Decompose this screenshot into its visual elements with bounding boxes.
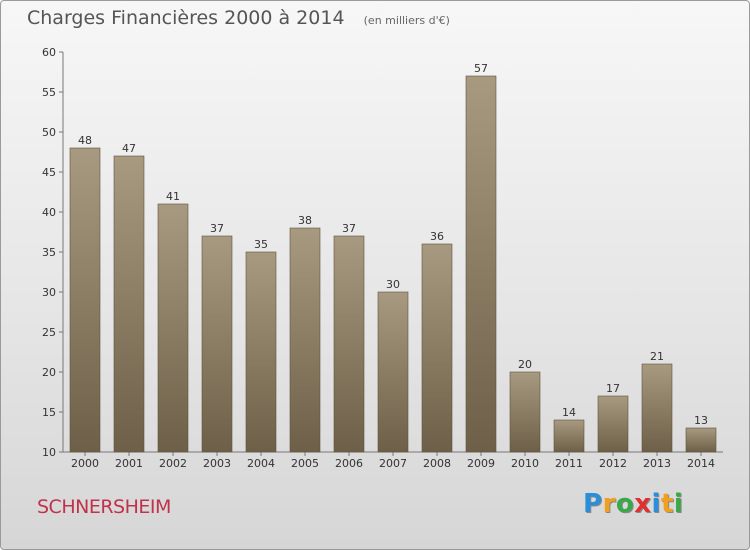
y-tick-label: 55 [42,86,56,99]
x-tick-label: 2008 [423,457,451,470]
bar-value-label: 47 [122,142,136,155]
logo-letter: i [673,489,684,519]
bar [553,419,585,453]
bar-value-label: 35 [254,238,268,251]
unit-label: (en milliers d'€) [363,14,450,27]
y-tick-label: 10 [42,446,56,459]
logo-letter: t [660,489,674,519]
bar [465,75,497,453]
bar [377,291,409,453]
x-tick-label: 2010 [511,457,539,470]
x-tick-label: 2013 [643,457,671,470]
bar-value-label: 13 [694,414,708,427]
bar [201,235,233,453]
bars: 48 47 41 37 35 38 37 30 36 57 20 14 17 21 13 [69,62,717,453]
proxiti-logo: Proxiti [583,489,683,519]
logo-letter: o [615,489,635,519]
chart-title: Charges Financières 2000 à 2014 [27,7,345,29]
x-tick-label: 2011 [555,457,583,470]
bar [421,243,453,453]
bar [597,395,629,453]
logo-letter: i [651,489,661,519]
bar [641,363,673,453]
x-tick-label: 2014 [687,457,715,470]
bar [157,203,189,453]
x-tick-label: 2007 [379,457,407,470]
y-tick-label: 25 [42,326,56,339]
y-tick-label: 50 [42,126,56,139]
logo-letter: P [583,489,603,519]
x-tick-label: 2000 [71,457,99,470]
bar-value-label: 20 [518,358,532,371]
bar-value-label: 36 [430,230,444,243]
y-tick-label: 15 [42,406,56,419]
bar [245,251,277,453]
x-tick-label: 2012 [599,457,627,470]
bar-value-label: 14 [562,406,576,419]
y-tick-label: 45 [42,166,56,179]
x-tick-label: 2001 [115,457,143,470]
logo-letter: x [634,489,652,519]
y-tick-label: 40 [42,206,56,219]
bar-value-label: 21 [650,350,664,363]
bar-value-label: 17 [606,382,620,395]
bar [333,235,365,453]
x-tick-label: 2003 [203,457,231,470]
logo-letter: r [602,489,616,519]
bar-value-label: 48 [78,134,92,147]
x-tick-label: 2005 [291,457,319,470]
bar-value-label: 57 [474,62,488,75]
bar-value-label: 37 [342,222,356,235]
bar [509,371,541,453]
y-tick-label: 20 [42,366,56,379]
y-tick-label: 30 [42,286,56,299]
bar-value-label: 37 [210,222,224,235]
bar [685,427,717,453]
y-tick-label: 60 [42,46,56,59]
bar [113,155,145,453]
x-tick-label: 2009 [467,457,495,470]
bar-value-label: 38 [298,214,312,227]
bar-value-label: 30 [386,278,400,291]
title-row: Charges Financières 2000 à 2014 (en mill… [27,7,450,29]
bar [289,227,321,453]
x-tick-label: 2004 [247,457,275,470]
x-tick-label: 2002 [159,457,187,470]
commune-name: SCHNERSHEIM [37,496,171,518]
y-tick-label: 35 [42,246,56,259]
bar [69,147,101,453]
x-tick-label: 2006 [335,457,363,470]
bar-value-label: 41 [166,190,180,203]
